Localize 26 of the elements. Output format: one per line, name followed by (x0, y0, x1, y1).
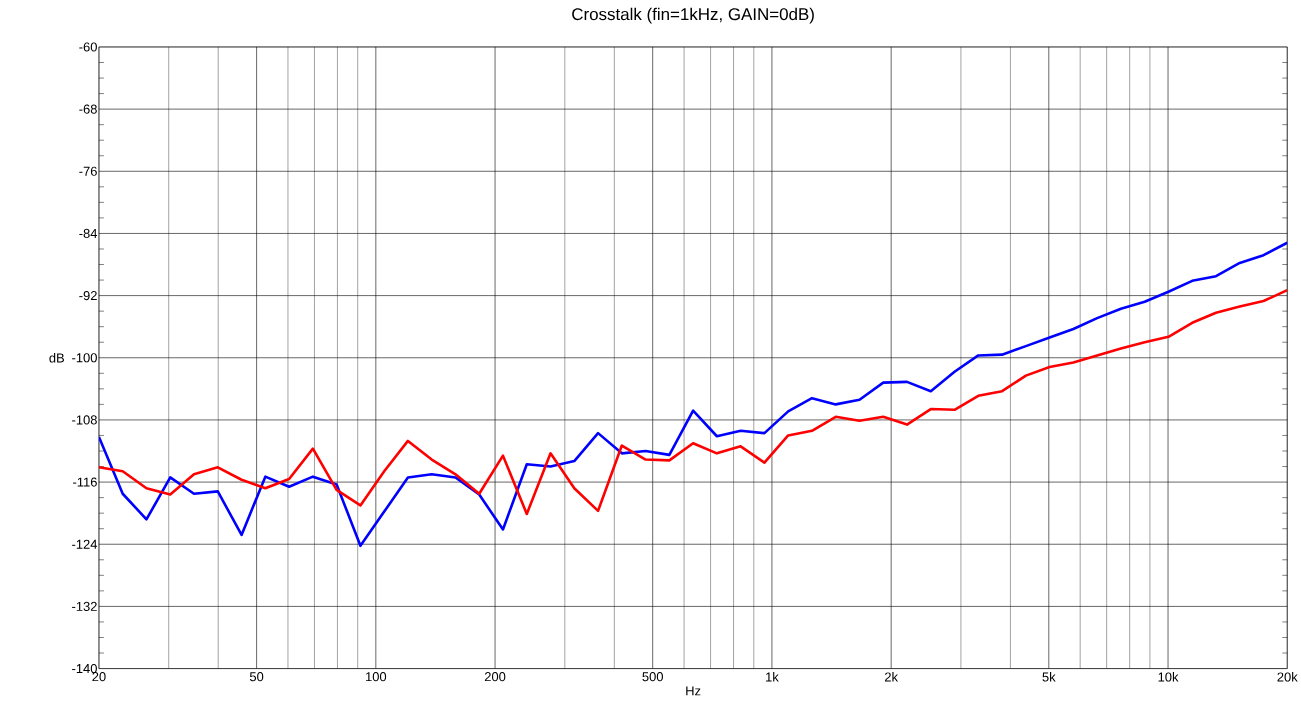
y-tick-label: -68 (79, 104, 97, 114)
x-tick-label: 2k (884, 672, 899, 682)
x-tick-label: 100 (366, 672, 387, 682)
y-tick-label: -84 (79, 229, 98, 239)
line-series (98, 241, 1288, 548)
line-series (98, 289, 1288, 516)
y-tick-label: -100 (72, 353, 97, 363)
y-tick-label: -76 (79, 166, 97, 177)
y-tick-label: -60 (79, 42, 97, 52)
x-tick-label: 10k (1158, 672, 1179, 682)
chart-title: Crosstalk (fin=1kHz, GAIN=0dB) (572, 7, 814, 24)
x-axis-title: Hz (686, 686, 701, 696)
x-tick-label: 20 (92, 672, 106, 682)
x-tick-label: 200 (484, 672, 506, 682)
x-tick-label: 500 (642, 672, 663, 682)
y-axis-title: dB (49, 353, 65, 363)
x-tick-label: 5k (1042, 672, 1056, 682)
x-tick-label: 20k (1277, 672, 1298, 682)
y-tick-label: -92 (79, 291, 97, 301)
x-tick-label: 50 (249, 672, 264, 682)
y-tick-label: -132 (72, 602, 97, 612)
y-tick-label: -140 (72, 664, 97, 674)
y-tick-label: -124 (72, 539, 98, 549)
y-tick-label: -108 (72, 415, 97, 425)
x-tick-label: 1k (766, 672, 779, 682)
y-tick-label: -116 (73, 477, 97, 487)
